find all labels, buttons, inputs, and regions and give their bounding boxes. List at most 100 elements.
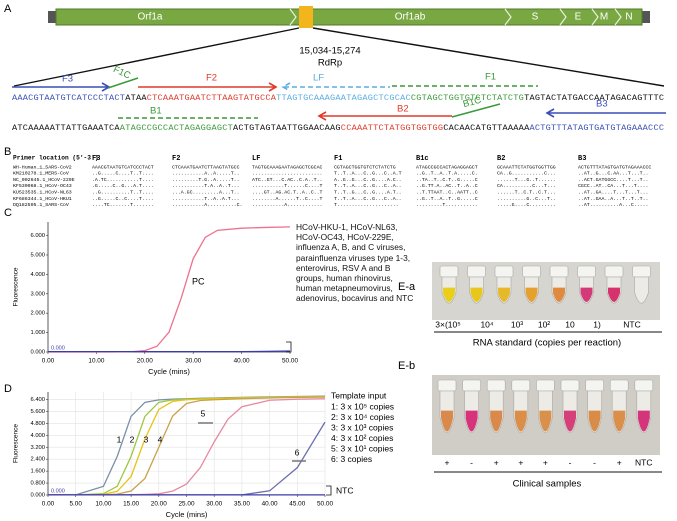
tube-cap xyxy=(486,379,506,392)
target-label: RdRp xyxy=(318,58,342,69)
rdrp-box xyxy=(299,6,313,28)
tube-liquid xyxy=(514,410,527,432)
legend-title: Template input xyxy=(331,390,387,400)
y-tick-label: 3.000 xyxy=(30,291,45,297)
tube-liquid xyxy=(564,410,576,432)
zoom-lines xyxy=(13,27,665,87)
x-tick-label: 25.00 xyxy=(179,501,195,508)
y-tick-label: 0.000 xyxy=(30,493,45,499)
x-axis-title: Cycle (mins) xyxy=(148,367,190,376)
y-tick-label: 6.000 xyxy=(30,233,45,239)
tube-cap xyxy=(585,379,604,392)
tube-liquid xyxy=(443,287,455,302)
y-tick-label: 5.600 xyxy=(30,409,45,415)
alignment-name: KF530068.1_HCoV-OC43 xyxy=(13,183,72,189)
alignment-cell: GCAAATTCTATGGTGGTTGG xyxy=(497,164,556,170)
gene-dividers xyxy=(289,8,622,26)
alignment-cell: ..G..........T..T.... xyxy=(92,189,154,195)
primer-label: B2 xyxy=(397,104,409,115)
tube-liquid xyxy=(470,287,483,302)
sequence-segment: CCAAATTCTATGGTGGTGG xyxy=(341,123,443,133)
alignment-cell: .........T.G..A.....T.. xyxy=(172,177,240,183)
x-tick-label: 30.00 xyxy=(185,358,201,365)
tube-label: + xyxy=(543,457,548,467)
alignment-cell: ATC..GT...C.AC..C.A..T.. xyxy=(252,177,322,183)
alignment-name: KF686344.1_HCoV-HKU1 xyxy=(13,196,72,202)
tube-liquid xyxy=(580,287,593,302)
tube-label: 10² xyxy=(538,319,550,329)
tube-cap xyxy=(609,379,629,392)
tube-liquid xyxy=(613,410,626,432)
x-tick-label: 45.00 xyxy=(289,501,305,508)
alignment-name: WH-Human_1_SARS-CoV2 xyxy=(13,164,72,170)
tube-cap xyxy=(437,379,457,392)
sequence-segment: CTCAAATGAATCTTAAGTATGCCA xyxy=(147,93,277,103)
alignment-name: DQ182595.1_SARS-CoV xyxy=(13,202,69,208)
curve-label: 6 xyxy=(295,447,300,457)
tube-liquid xyxy=(608,287,620,302)
alignment-column: B1c xyxy=(416,155,429,163)
alignment-cell: ...........T......C....T xyxy=(252,183,323,189)
tube-liquid xyxy=(441,410,453,432)
alignment-cell: ..TA..T..C.T..G.....C xyxy=(416,177,478,183)
x-tick-label: 10.00 xyxy=(88,358,104,365)
alignment-cell: ..........G..C...T.. xyxy=(497,196,556,202)
alignment-column: F1 xyxy=(334,155,342,163)
tube-cap xyxy=(462,379,481,392)
primer-label: B1C xyxy=(462,95,483,110)
y-axis-title: Fluorescence xyxy=(13,267,20,306)
y-tick-label: 5.000 xyxy=(30,253,45,259)
tube-cap xyxy=(634,379,654,392)
alignment-cell: ..T.TTAAT..C..AATT..C xyxy=(416,189,478,195)
alignment-cell: ..G.....C....T..T.... xyxy=(92,171,154,177)
tube-label: 10⁴ xyxy=(480,319,493,329)
alignment-cell: CA..........C...T... xyxy=(497,183,556,189)
alignment-cell: ATAGCCGCCACTAGAGGAGCT xyxy=(416,164,478,170)
alignment-cell: ..G.....C..C....T.... xyxy=(92,196,154,202)
x-tick-label: 20.00 xyxy=(137,358,153,365)
y-tick-label: 1.000 xyxy=(30,330,45,336)
alignment-cell: ....GT..AG.AC.T..A..C..T xyxy=(252,189,323,195)
sequence-segment: ATAGCCGCCACTAGAGGAGCT xyxy=(120,123,233,133)
alignment-cell: ..AT..GA....T...T...T... xyxy=(578,189,648,195)
legend-entry: 3: 3 x 10³ copies xyxy=(331,422,393,432)
alignment-cell: ..AT..GAA..A...T..T..T.. xyxy=(578,196,648,202)
alignment-column: LF xyxy=(252,155,260,163)
bracket xyxy=(286,341,292,353)
alignment-cell: ...........A............ xyxy=(252,202,322,208)
photo-caption: Clinical samples xyxy=(513,479,582,490)
gene-label: S xyxy=(532,12,539,23)
tube-liquid xyxy=(525,287,538,302)
tube-cap xyxy=(604,265,624,278)
gene-label: Orf1a xyxy=(137,12,162,23)
alignment-column: F2 xyxy=(172,155,180,163)
primer-label: F1C xyxy=(111,64,132,82)
y-tick-label: 2.400 xyxy=(30,457,45,463)
y-tick-label: 6.400 xyxy=(30,397,45,403)
sequence-line: AAACGTAATGTCATCCCTACTATAACTCAAATGAATCTTA… xyxy=(12,93,664,103)
y-tick-label: 4.000 xyxy=(30,272,45,278)
tube-cap xyxy=(632,265,651,278)
tube-label: 3×(10⁵ xyxy=(435,319,461,329)
tube-label: + xyxy=(445,457,450,467)
curve-label: 5 xyxy=(201,408,206,418)
alignment-cell: ACTGTTTATAGTGATGTAGAAACCC xyxy=(578,164,651,170)
alignment-name: NC_002645.1_HCoV-229E xyxy=(13,177,75,183)
sequence-segment: ATCAAAAATTATTGAAATCA xyxy=(12,123,120,133)
primer-label: F1 xyxy=(485,72,496,83)
alignment-column: B3 xyxy=(578,155,586,163)
bar-cap xyxy=(642,11,650,23)
alignment-cell: T..T..A...C..G...C..A.. xyxy=(334,183,402,189)
alignment-cell: ..G.TT.A..AC..T..A..C xyxy=(416,183,478,189)
x-tick-label: 50.00 xyxy=(317,501,333,508)
threshold-label: 0.000 xyxy=(51,488,65,494)
curve-label: 1 xyxy=(117,434,122,444)
y-tick-label: 0.000 xyxy=(30,350,45,356)
y-tick-label: 4.000 xyxy=(30,433,45,439)
alignment-column: F3 xyxy=(92,155,100,163)
tube-label: + xyxy=(617,457,622,467)
panel-label: C xyxy=(4,207,12,219)
y-tick-label: 2.000 xyxy=(30,311,45,317)
alignment-cell: CTCAAATGAATCTTAAGTATGCC xyxy=(172,164,240,170)
